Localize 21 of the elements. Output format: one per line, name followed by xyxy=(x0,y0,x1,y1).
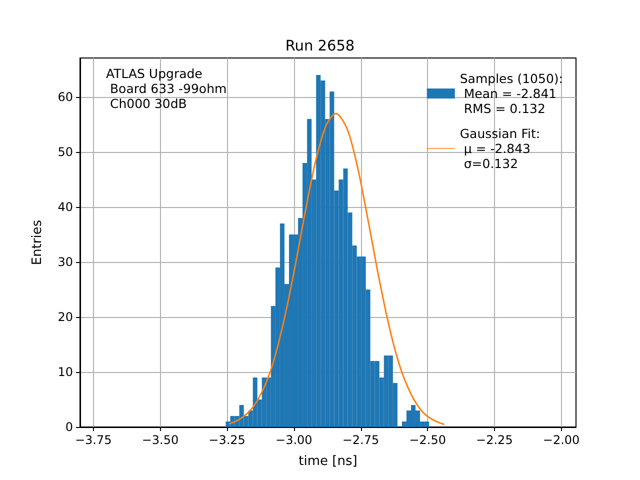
x-tick-label: −3.75 xyxy=(74,433,112,447)
x-tick-label: −3.00 xyxy=(276,433,312,447)
legend-label: Samples (1050): Mean = -2.841 RMS = 0.132 xyxy=(460,71,564,116)
x-tick-label: −2.00 xyxy=(542,433,580,447)
x-tick-label: −2.25 xyxy=(476,433,513,447)
y-tick-label: 60 xyxy=(58,90,73,104)
y-axis-title: Entries xyxy=(30,220,45,266)
y-tick-label: 30 xyxy=(58,255,73,270)
legend-label: Gaussian Fit: μ = -2.843 σ=0.132 xyxy=(460,126,540,171)
x-tick-label: −2.50 xyxy=(409,433,446,447)
y-tick-label: 40 xyxy=(58,200,73,214)
y-tick-label: 50 xyxy=(58,145,73,160)
x-tick-label: −3.50 xyxy=(142,433,179,447)
x-axis-title: time [ns] xyxy=(298,454,358,469)
x-tick-label: −2.75 xyxy=(342,433,380,447)
chart-title: Run 2658 xyxy=(285,38,355,54)
annotation: ATLAS Upgrade Board 633 -99ohm Ch000 30dB xyxy=(106,66,227,111)
y-tick-label: 10 xyxy=(58,365,73,380)
y-tick-label: 0 xyxy=(65,420,73,434)
y-tick-label: 20 xyxy=(58,310,73,324)
x-tick-label: −3.25 xyxy=(208,433,246,447)
